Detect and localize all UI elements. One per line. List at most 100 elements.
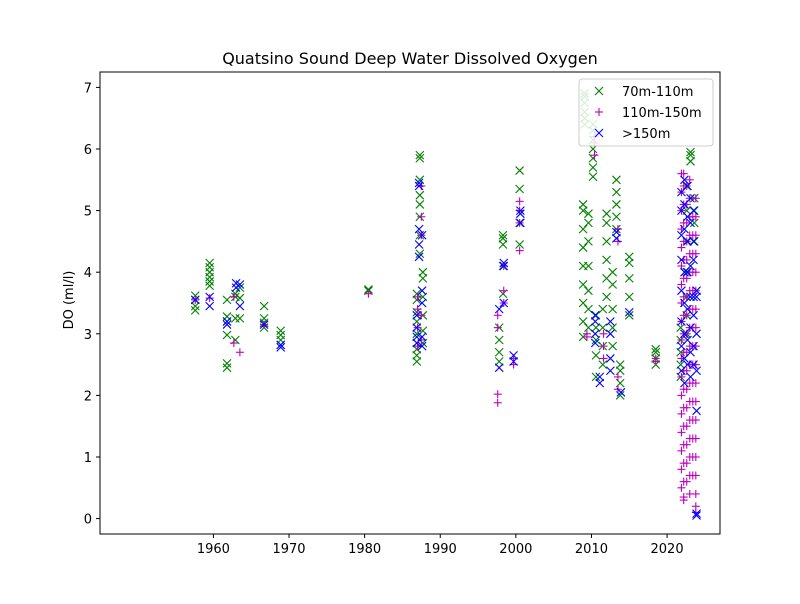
data-point bbox=[590, 329, 600, 339]
data-point bbox=[679, 169, 688, 178]
data-point bbox=[259, 301, 269, 311]
data-point bbox=[677, 483, 686, 492]
data-point bbox=[205, 277, 215, 286]
data-point bbox=[682, 440, 691, 449]
data-point bbox=[515, 246, 524, 255]
data-point bbox=[205, 301, 215, 311]
data-point bbox=[578, 280, 588, 289]
data-point bbox=[689, 360, 698, 369]
data-point bbox=[616, 387, 626, 397]
data-point bbox=[494, 357, 504, 366]
data-point bbox=[691, 305, 700, 314]
data-point bbox=[509, 350, 518, 360]
data-point bbox=[590, 317, 600, 326]
data-point bbox=[222, 295, 232, 305]
data-point bbox=[602, 292, 611, 302]
data-point bbox=[229, 339, 238, 348]
data-point bbox=[578, 243, 588, 252]
data-point bbox=[415, 150, 425, 160]
data-point bbox=[691, 323, 700, 332]
data-point bbox=[608, 267, 618, 277]
data-point bbox=[190, 301, 200, 311]
data-point bbox=[578, 200, 588, 209]
data-point bbox=[190, 306, 200, 315]
data-point bbox=[677, 317, 686, 326]
y-tick-label: 2 bbox=[84, 389, 92, 404]
data-point bbox=[599, 354, 608, 363]
data-point bbox=[417, 298, 427, 308]
data-point bbox=[680, 175, 689, 185]
data-point bbox=[516, 218, 525, 228]
data-point bbox=[417, 230, 427, 240]
data-point bbox=[499, 261, 509, 271]
data-point bbox=[689, 292, 698, 302]
data-point bbox=[235, 314, 245, 323]
data-point bbox=[692, 509, 701, 519]
x-tick-label: 1970 bbox=[272, 542, 305, 557]
data-point bbox=[235, 301, 245, 311]
data-point bbox=[190, 295, 200, 305]
data-point bbox=[230, 314, 240, 323]
data-point bbox=[605, 366, 615, 376]
data-point bbox=[677, 465, 686, 474]
data-point bbox=[582, 329, 591, 338]
data-point bbox=[691, 434, 700, 443]
data-point bbox=[412, 323, 422, 333]
data-point bbox=[677, 280, 686, 289]
data-point bbox=[499, 298, 509, 308]
data-point bbox=[498, 230, 508, 240]
data-point bbox=[414, 224, 424, 234]
data-point bbox=[417, 212, 426, 221]
y-axis-label: DO (ml/l) bbox=[62, 271, 77, 330]
data-point bbox=[417, 341, 427, 351]
plot-frame bbox=[99, 71, 721, 535]
data-point bbox=[276, 340, 286, 350]
data-point bbox=[691, 268, 700, 277]
data-point bbox=[412, 338, 422, 348]
data-point bbox=[418, 273, 428, 283]
data-point bbox=[515, 184, 525, 194]
data-point bbox=[584, 218, 593, 228]
data-point bbox=[499, 286, 508, 295]
data-point bbox=[605, 317, 615, 326]
data-point bbox=[417, 311, 426, 320]
y-tick-label: 4 bbox=[84, 266, 92, 281]
data-point bbox=[624, 307, 634, 317]
data-point bbox=[682, 403, 691, 412]
series-2 bbox=[191, 132, 700, 517]
data-point bbox=[689, 206, 698, 215]
legend-marker bbox=[594, 128, 604, 138]
data-point bbox=[222, 358, 232, 368]
data-point bbox=[691, 397, 700, 406]
data-point bbox=[493, 390, 502, 399]
data-point bbox=[692, 286, 701, 296]
data-point bbox=[691, 379, 700, 388]
data-point bbox=[612, 187, 621, 197]
legend-entry: 110m-150m bbox=[622, 106, 702, 121]
data-point bbox=[686, 156, 695, 166]
data-point bbox=[679, 493, 688, 502]
data-point bbox=[677, 409, 686, 418]
data-point bbox=[691, 502, 700, 511]
data-point bbox=[608, 341, 618, 351]
y-tick-label: 1 bbox=[84, 451, 92, 466]
data-point bbox=[222, 330, 232, 340]
data-point bbox=[595, 378, 605, 388]
data-point bbox=[682, 274, 691, 283]
data-point bbox=[691, 249, 700, 258]
data-point bbox=[584, 209, 593, 219]
data-point bbox=[624, 252, 634, 262]
data-point bbox=[692, 366, 701, 376]
data-point bbox=[651, 354, 660, 363]
data-point bbox=[691, 212, 700, 221]
data-point bbox=[613, 237, 622, 246]
data-point bbox=[493, 323, 502, 332]
data-point bbox=[692, 292, 701, 302]
data-point bbox=[205, 281, 215, 291]
data-point bbox=[414, 240, 424, 249]
y-tick-label: 5 bbox=[84, 205, 92, 220]
data-point bbox=[677, 243, 686, 252]
data-point bbox=[413, 305, 422, 314]
data-point bbox=[414, 252, 424, 262]
data-point bbox=[415, 249, 425, 259]
